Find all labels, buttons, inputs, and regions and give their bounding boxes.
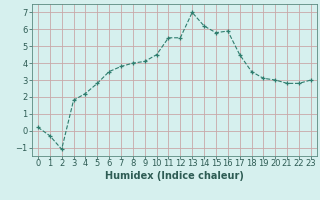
X-axis label: Humidex (Indice chaleur): Humidex (Indice chaleur) [105,171,244,181]
